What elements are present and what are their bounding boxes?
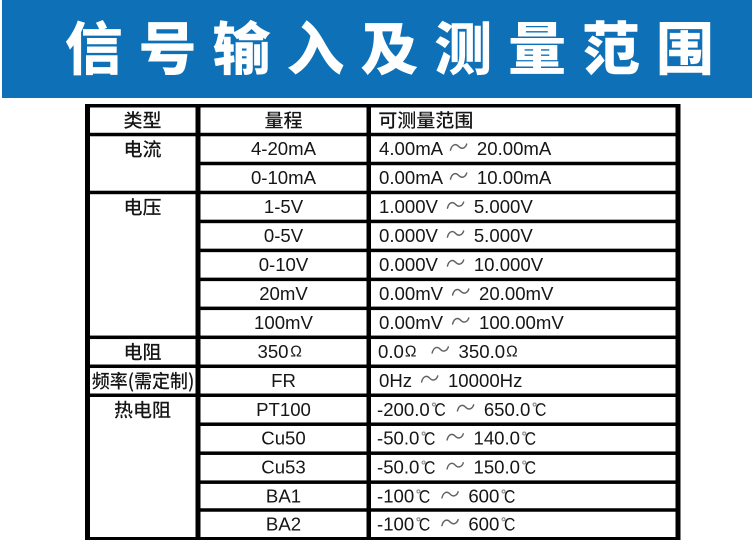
svg-text:4-20mA: 4-20mA <box>251 138 317 159</box>
svg-text:BA2: BA2 <box>266 514 301 535</box>
svg-text:Cu53: Cu53 <box>261 457 305 478</box>
svg-text:100.00mV: 100.00mV <box>479 312 564 333</box>
svg-text:10.000V: 10.000V <box>474 254 544 275</box>
svg-text:10.00mA: 10.00mA <box>477 167 552 188</box>
svg-text:5.000V: 5.000V <box>474 225 534 246</box>
svg-text:0.00mV: 0.00mV <box>379 283 444 304</box>
svg-text:FR: FR <box>271 370 296 391</box>
svg-text:-50.0: -50.0 <box>377 457 419 478</box>
svg-text:1-5V: 1-5V <box>264 196 304 217</box>
svg-text:-100: -100 <box>377 514 414 535</box>
svg-text:-200.0: -200.0 <box>377 399 430 420</box>
svg-text:0-10mA: 0-10mA <box>251 167 317 188</box>
svg-text:0.00mA: 0.00mA <box>379 167 444 188</box>
svg-text:20.00mA: 20.00mA <box>477 138 552 159</box>
svg-text:-100: -100 <box>377 486 414 507</box>
svg-text:20.00mV: 20.00mV <box>479 283 554 304</box>
svg-text:PT100: PT100 <box>256 399 311 420</box>
svg-text:650.0: 650.0 <box>484 399 531 420</box>
svg-text:0.000V: 0.000V <box>379 254 439 275</box>
svg-text:4.00mA: 4.00mA <box>379 138 444 159</box>
svg-text:BA1: BA1 <box>266 486 301 507</box>
svg-text:-50.0: -50.0 <box>377 428 419 449</box>
svg-text:150.0: 150.0 <box>473 457 520 478</box>
svg-text:0Hz: 0Hz <box>379 370 412 391</box>
svg-text:100mV: 100mV <box>254 312 314 333</box>
svg-text:1.000V: 1.000V <box>379 196 439 217</box>
svg-text:140.0: 140.0 <box>473 428 520 449</box>
svg-text:Ω: Ω <box>506 343 518 360</box>
svg-text:0-10V: 0-10V <box>259 254 309 275</box>
svg-text:600: 600 <box>468 486 499 507</box>
svg-text:0-5V: 0-5V <box>264 225 304 246</box>
svg-text:Cu50: Cu50 <box>261 428 305 449</box>
svg-text:Ω: Ω <box>405 343 417 360</box>
svg-text:350: 350 <box>258 341 289 362</box>
svg-text:Ω: Ω <box>290 343 302 360</box>
svg-text:5.000V: 5.000V <box>474 196 534 217</box>
svg-text:0.000V: 0.000V <box>379 225 439 246</box>
svg-text:10000Hz: 10000Hz <box>448 370 522 391</box>
svg-text:350.0: 350.0 <box>459 341 506 362</box>
svg-text:600: 600 <box>468 514 499 535</box>
svg-text:0.00mV: 0.00mV <box>379 312 444 333</box>
svg-text:20mV: 20mV <box>259 283 308 304</box>
svg-text:0.0: 0.0 <box>378 341 404 362</box>
